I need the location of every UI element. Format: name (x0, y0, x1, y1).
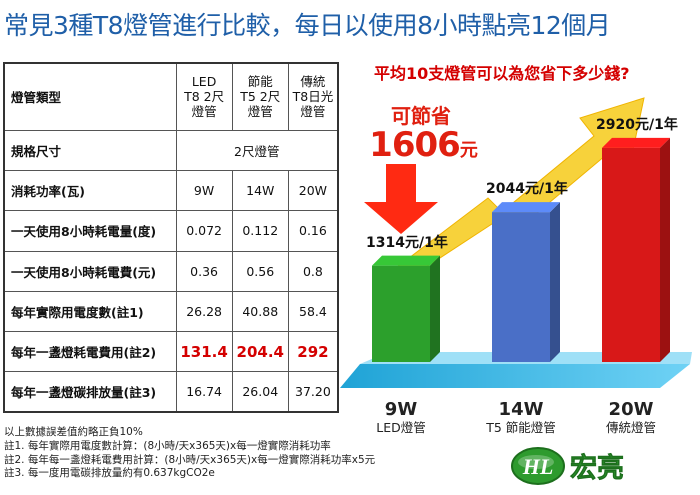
table-header-row: 燈管類型 LED T8 2尺 燈管 節能 T5 2尺 燈管 傳統 T8日光 燈管 (3, 62, 339, 131)
footnote: 註1. 每年實際用電度數計算：(8小時/天x365天)x每一燈實際消耗功率 (4, 439, 331, 452)
logo-text-cn: 宏亮 (570, 452, 624, 484)
cell-value: 40.88 (242, 303, 279, 319)
table-cell: 58.4 (287, 290, 339, 333)
table-cell: 204.4 (231, 330, 289, 373)
table-row-spec: 規格尺寸 2尺燈管 (3, 129, 339, 172)
table-cell: 0.8 (287, 250, 339, 292)
table-cell: 26.28 (175, 290, 233, 333)
category-watt: 9W (384, 399, 418, 420)
table-row: 消耗功率(瓦) 9W 14W 20W (3, 170, 339, 212)
spec-label: 規格尺寸 (3, 129, 177, 172)
cell-value: 26.04 (242, 384, 279, 400)
bar-front (602, 147, 660, 362)
row-label: 一天使用8小時耗電量(度) (3, 210, 177, 252)
savings-chart (340, 97, 692, 388)
table-cell: 0.112 (231, 210, 289, 252)
spec-value: 2尺燈管 (175, 129, 339, 172)
footnotes: 以上數據誤差值約略正負10% 註1. 每年實際用電度數計算：(8小時/天x365… (4, 426, 484, 481)
table-row: 每年一盞燈碳排放量(註3) 16.74 26.04 37.20 (3, 371, 339, 413)
cell-value: 37.20 (295, 384, 331, 400)
table-body: 消耗功率(瓦) 9W 14W 20W 一天使用8小時耗電量(度) 0.072 0.112 0.… (3, 170, 339, 413)
table-cell: 16.74 (175, 371, 233, 413)
category-label: 14W T5 節能燈管 (470, 400, 572, 436)
table-row: 每年實際用電度數(註1) 26.28 40.88 58.4 (3, 290, 339, 333)
table-cell: 131.4 (175, 330, 233, 373)
footnote: 註3. 每一度用電碳排放量約有0.637kgCO2e (4, 467, 215, 480)
table-cell: 0.16 (287, 210, 339, 252)
savings-amount: 1606 (369, 125, 461, 165)
cell-value: 131.4 (180, 342, 228, 361)
table-cell: 0.36 (175, 250, 233, 292)
logo-mark: HL 宏亮 (511, 447, 624, 485)
bar-value-label: 2044元/1年 (486, 181, 568, 198)
cell-value: 9W (193, 183, 215, 199)
bar-top (372, 255, 440, 266)
table-row: 一天使用8小時耗電量(度) 0.072 0.112 0.16 (3, 210, 339, 252)
bar-front (492, 212, 550, 362)
cell-value: 204.4 (236, 342, 284, 361)
table-row: 一天使用8小時耗電費(元) 0.36 0.56 0.8 (3, 250, 339, 292)
column-header-t5: 節能 T5 2尺 燈管 (231, 62, 289, 131)
footnote: 以上數據誤差值約略正負10% (4, 426, 143, 438)
bar-side (430, 255, 440, 362)
cell-value: 0.36 (190, 263, 218, 279)
bar-value-label: 1314元/1年 (366, 234, 448, 251)
column-header-t8: 傳統 T8日光 燈管 (287, 62, 339, 131)
bar-value-label: 2920元/1年 (596, 116, 678, 133)
table-header-label: 燈管類型 (3, 62, 177, 131)
table-cell: 20W (287, 170, 339, 212)
cell-value: 20W (298, 183, 328, 199)
savings-unit: 元 (459, 140, 478, 161)
row-label: 每年一盞燈耗電費用(註2) (3, 330, 177, 373)
cell-value: 0.16 (299, 223, 327, 239)
chart-floor (340, 364, 690, 388)
row-label: 每年實際用電度數(註1) (3, 290, 177, 333)
cell-value: 0.112 (242, 223, 279, 239)
comparison-table: 燈管類型 LED T8 2尺 燈管 節能 T5 2尺 燈管 傳統 T8日光 燈管… (3, 62, 339, 413)
category-label: 20W 傳統燈管 (580, 400, 682, 436)
cell-value: 0.56 (246, 263, 275, 279)
bar-side (660, 137, 670, 362)
category-label: 9W LED燈管 (350, 400, 452, 436)
footnote: 註2. 每年每一盞燈耗電費用計算：(8小時/天x365天)x每一燈實際消耗功率x… (4, 453, 376, 466)
logo-text-hl: HL (522, 454, 554, 479)
row-label: 一天使用8小時耗電費(元) (3, 250, 177, 292)
cell-value: 0.072 (186, 223, 222, 239)
table-cell: 26.04 (231, 371, 289, 413)
table-cell: 37.20 (287, 371, 339, 413)
bar-side (550, 202, 560, 362)
category-watt: 20W (608, 399, 654, 420)
column-header-led: LED T8 2尺 燈管 (175, 62, 233, 131)
savings-value: 1606元 (363, 125, 483, 165)
table-cell: 0.072 (175, 210, 233, 252)
row-label: 消耗功率(瓦) (3, 170, 177, 212)
down-arrow-icon (364, 164, 438, 234)
table-cell: 14W (231, 170, 289, 212)
category-name: 傳統燈管 (605, 420, 656, 435)
category-watt: 14W (498, 399, 544, 420)
cell-value: 58.4 (299, 303, 327, 319)
page-title: 常見3種T8燈管進行比較，每日以使用8小時點亮12個月 (4, 11, 611, 40)
bar-front (372, 265, 430, 362)
table-cell: 0.56 (231, 250, 289, 292)
table-cell: 40.88 (231, 290, 289, 333)
row-label: 每年一盞燈碳排放量(註3) (3, 371, 177, 413)
category-name: T5 節能燈管 (486, 420, 556, 435)
cell-value: 0.8 (302, 263, 323, 279)
bar-top (492, 202, 560, 213)
savings-label: 可節省 (391, 104, 451, 128)
table-cell: 292 (287, 330, 339, 373)
cell-value: 26.28 (186, 303, 222, 319)
category-name: LED燈管 (376, 420, 426, 435)
cell-value: 16.74 (186, 384, 222, 400)
cell-value: 14W (246, 183, 275, 199)
brand-logo: HL 宏亮 (508, 444, 648, 488)
cell-value: 292 (297, 342, 329, 361)
table-row: 每年一盞燈耗電費用(註2) 131.4 204.4 292 (3, 330, 339, 373)
bar-top (602, 137, 670, 148)
table-cell: 9W (175, 170, 233, 212)
chart-subtitle: 平均10支燈管可以為您省下多少錢? (374, 64, 630, 83)
